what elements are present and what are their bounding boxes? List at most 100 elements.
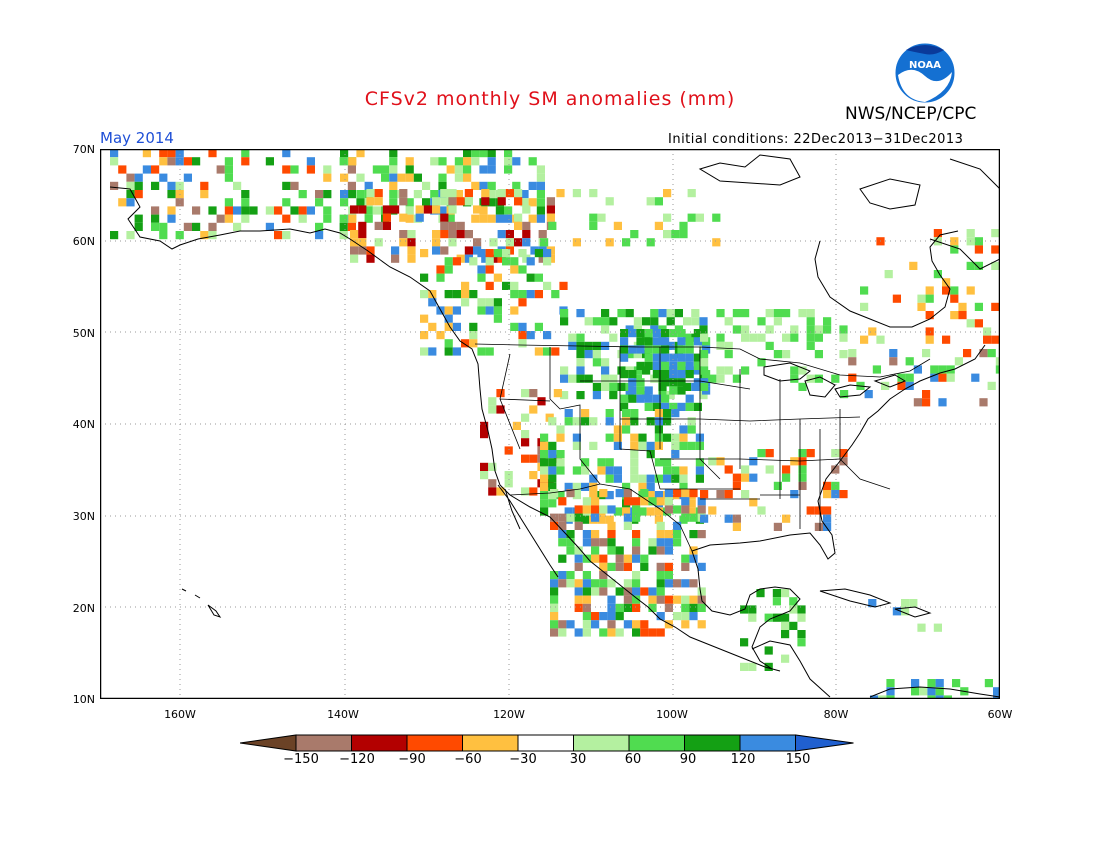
anomaly-cell (892, 607, 901, 616)
anomaly-cell (566, 489, 575, 498)
anomaly-cell (413, 190, 422, 199)
anomaly-cell (405, 206, 414, 215)
anomaly-cell (658, 309, 667, 318)
anomaly-cell (461, 281, 470, 290)
anomaly-cell (741, 309, 750, 318)
anomaly-cell (613, 425, 622, 434)
anomaly-cell (757, 449, 766, 458)
anomaly-cell (518, 290, 527, 299)
anomaly-cell (366, 246, 375, 255)
anomaly-cell (946, 373, 955, 382)
anomaly-cell (823, 522, 832, 531)
anomaly-cell (790, 333, 799, 342)
anomaly-cell (159, 222, 168, 231)
anomaly-cell (514, 221, 523, 230)
lat-label: 40N (72, 418, 95, 431)
anomaly-cell (699, 317, 708, 326)
anomaly-cell (789, 605, 798, 614)
anomaly-cell (966, 229, 975, 238)
anomaly-cell (669, 378, 678, 387)
anomaly-cell (440, 246, 449, 255)
anomaly-cell (677, 329, 686, 338)
anomaly-cell (922, 349, 931, 358)
anomaly-cell (340, 190, 349, 199)
anomaly-cell (741, 325, 750, 334)
anomaly-cell (905, 373, 914, 382)
anomaly-cell (632, 595, 641, 604)
anomaly-cell (315, 222, 324, 231)
anomaly-cell (663, 409, 672, 418)
anomaly-cell (677, 370, 686, 379)
anomaly-cell (756, 589, 765, 598)
anomaly-cell (831, 449, 840, 458)
colorbar-label: 150 (785, 752, 811, 767)
anomaly-cell (797, 613, 806, 622)
anomaly-cell (984, 679, 993, 688)
anomaly-cell (399, 213, 408, 222)
anomaly-cell (656, 587, 665, 596)
anomaly-cell (663, 417, 672, 426)
anomaly-cell (436, 331, 445, 340)
anomaly-cell (118, 165, 127, 174)
anomaly-cell (901, 599, 910, 608)
anomaly-cell (558, 554, 567, 563)
anomaly-cell (831, 465, 840, 474)
anomaly-cell (323, 206, 332, 215)
anomaly-cell (648, 497, 657, 506)
anomaly-cell (529, 471, 538, 480)
anomaly-cell (151, 181, 160, 190)
anomaly-cell (648, 546, 657, 555)
anomaly-cell (991, 335, 1000, 344)
anomaly-cell (681, 513, 690, 522)
anomaly-cell (806, 449, 815, 458)
anomaly-cell (950, 237, 959, 246)
anomaly-cell (282, 198, 291, 207)
anomaly-cell (504, 165, 513, 174)
anomaly-cell (806, 333, 815, 342)
anomaly-cell (917, 302, 926, 311)
anomaly-cell (208, 206, 217, 215)
anomaly-cell (601, 374, 610, 383)
anomaly-cell (925, 311, 934, 320)
anomaly-cell (654, 515, 663, 524)
lat-label: 10N (72, 693, 95, 706)
anomaly-cell (661, 337, 670, 346)
anomaly-cell (664, 497, 673, 506)
anomaly-cell (469, 331, 478, 340)
anomaly-cell (382, 205, 391, 214)
anomaly-cell (560, 366, 569, 375)
anomaly-cell (613, 433, 622, 442)
anomaly-cell (493, 306, 502, 315)
anomaly-cell (673, 538, 682, 547)
anomaly-cell (671, 466, 680, 475)
colorbar-bin (573, 734, 630, 752)
anomaly-cell (782, 473, 791, 482)
anomaly-cell (870, 695, 879, 699)
anomaly-cell (558, 521, 567, 530)
anomaly-cell (589, 491, 598, 500)
anomaly-cell (592, 317, 601, 326)
anomaly-cell (461, 339, 470, 348)
anomaly-cell (477, 249, 486, 258)
anomaly-cell (597, 458, 606, 467)
anomaly-cell (839, 325, 848, 334)
anomaly-cell (889, 357, 898, 366)
anomaly-cell (224, 198, 233, 207)
anomaly-cell (581, 458, 590, 467)
anomaly-cell (933, 623, 942, 632)
anomaly-cell (930, 373, 939, 382)
anomaly-cell (664, 571, 673, 580)
anomaly-cell (574, 562, 583, 571)
anomaly-cell (716, 374, 725, 383)
anomaly-cell (648, 538, 657, 547)
anomaly-cell (661, 353, 670, 362)
anomaly-cell (646, 507, 655, 516)
anomaly-cell (306, 165, 315, 174)
anomaly-cell (632, 505, 641, 514)
anomaly-cell (632, 554, 641, 563)
anomaly-cell (695, 466, 704, 475)
anomaly-cell (192, 222, 201, 231)
anomaly-cell (773, 481, 782, 490)
anomaly-cell (656, 497, 665, 506)
anomaly-cell (444, 339, 453, 348)
